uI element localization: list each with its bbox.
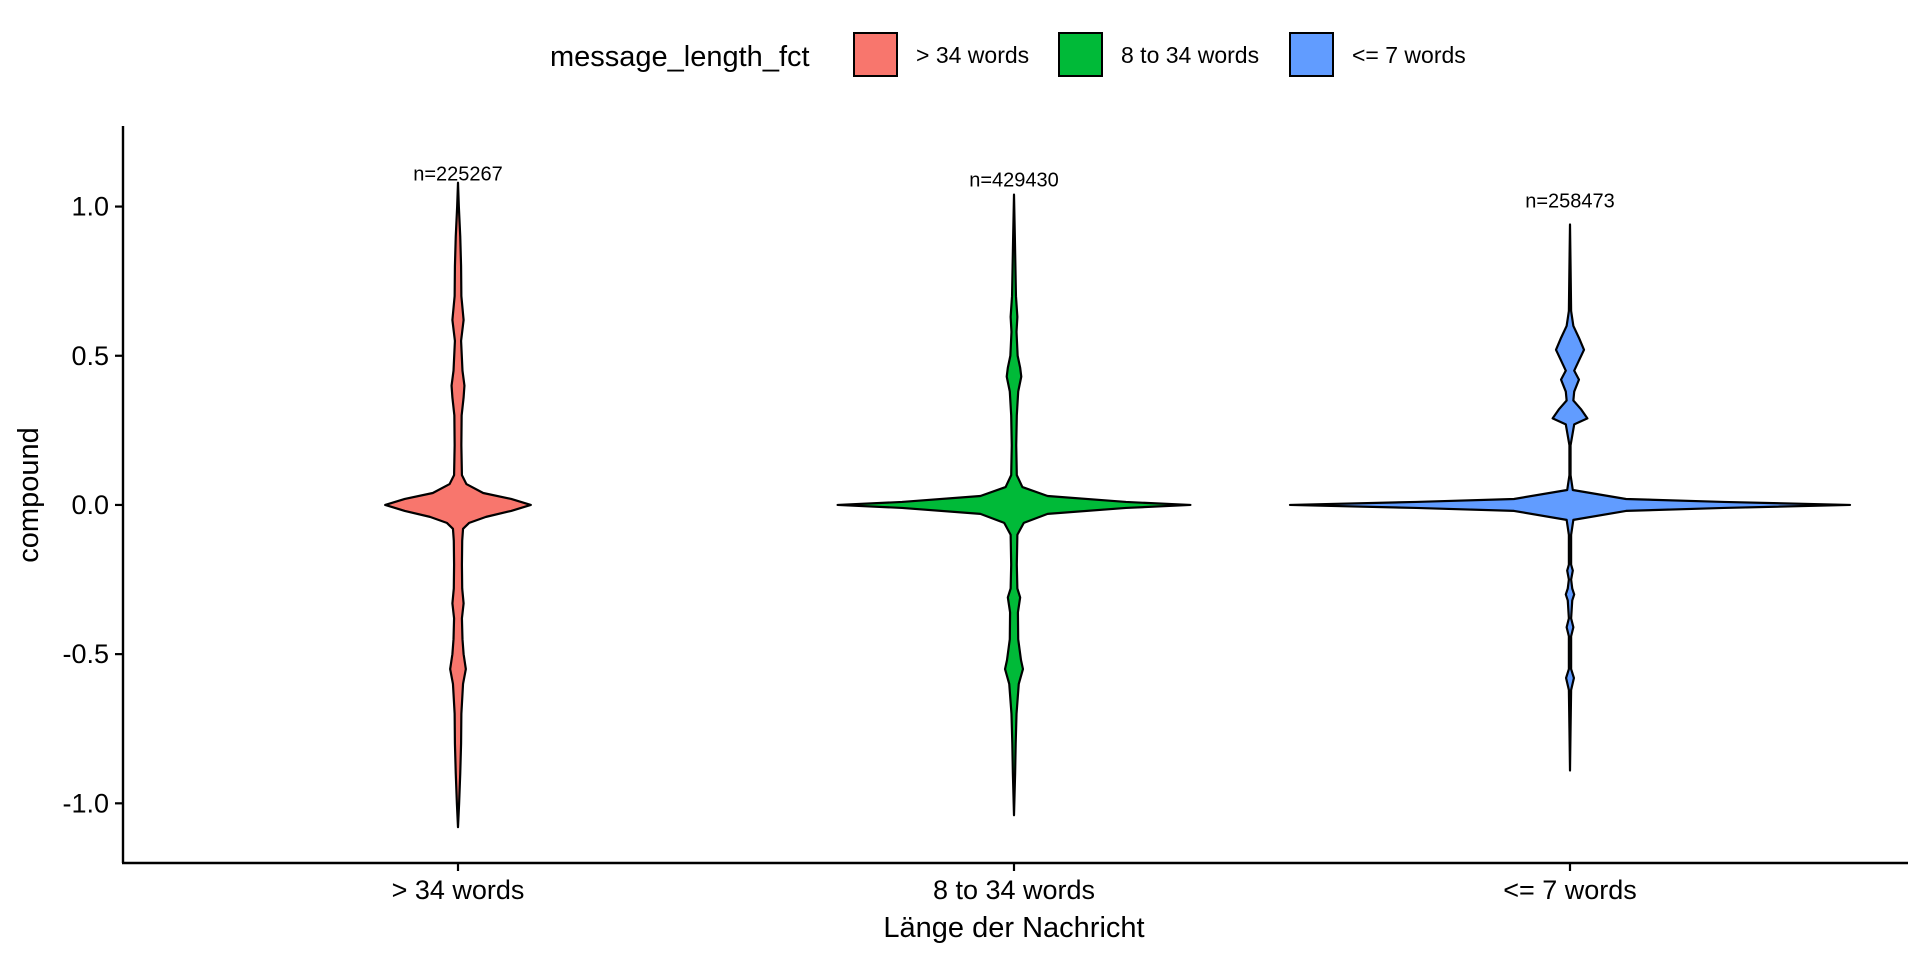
legend-key <box>853 32 898 77</box>
n-labels: n=225267 n=429430 n=258473 <box>413 164 1615 213</box>
x-tick-label: <= 7 words <box>1503 875 1637 905</box>
violin-1 <box>384 181 532 829</box>
x-tick-label: > 34 words <box>392 875 525 905</box>
x-tick-label: 8 to 34 words <box>933 875 1095 905</box>
y-tick-label: -0.5 <box>62 639 109 669</box>
legend-label: > 34 words <box>916 42 1029 68</box>
x-axis-title: Länge der Nachricht <box>883 912 1144 944</box>
y-tick-label: -1.0 <box>62 788 109 818</box>
n-label: n=258473 <box>1525 191 1615 213</box>
violin-3 <box>1288 223 1852 772</box>
legend-label: 8 to 34 words <box>1121 42 1259 68</box>
legend-title: message_length_fct <box>550 41 810 73</box>
legend-key <box>1058 32 1103 77</box>
y-tick-label: 1.0 <box>71 192 109 222</box>
y-tick-label: 0.0 <box>71 490 109 520</box>
violin-2 <box>836 193 1192 817</box>
y-axis-title: compound <box>13 427 45 562</box>
legend: message_length_fct > 34 words 8 to 34 wor… <box>550 32 1466 77</box>
y-tick-label: 0.5 <box>71 341 109 371</box>
axes: 1.0 0.5 0.0 -0.5 -1.0 > 34 words 8 to 34 word… <box>62 126 1908 905</box>
legend-label: <= 7 words <box>1352 42 1466 68</box>
n-label: n=429430 <box>969 170 1059 192</box>
legend-key <box>1289 32 1334 77</box>
violins <box>384 181 1852 829</box>
n-label: n=225267 <box>413 164 503 186</box>
